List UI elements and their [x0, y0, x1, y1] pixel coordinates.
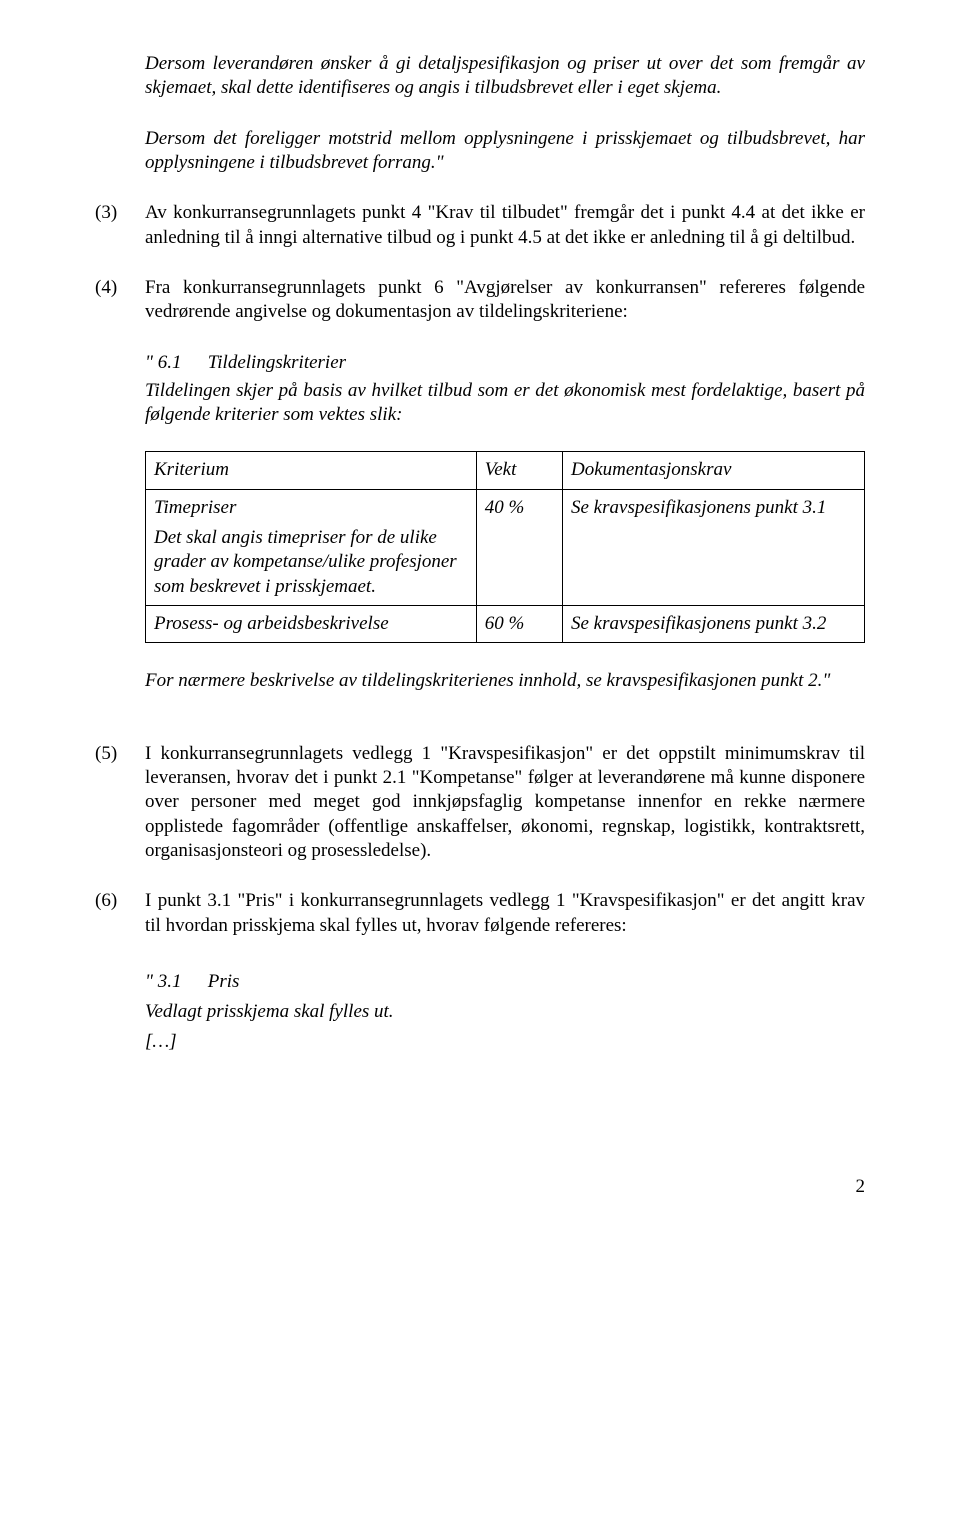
- section-title: Tildelingskriterier: [208, 352, 346, 373]
- section-number: " 3.1: [145, 970, 203, 994]
- cell-title: Timepriser: [154, 496, 468, 520]
- item-number: (3): [95, 201, 145, 250]
- after-table-note: For nærmere beskrivelse av tildelingskri…: [145, 669, 865, 693]
- table-row: Prosess- og arbeidsbeskrivelse 60 % Se k…: [146, 606, 865, 643]
- table-cell: Se kravspesifikasjonens punkt 3.1: [563, 489, 865, 605]
- section-6-1: " 6.1 Tildelingskriterier Tildelingen sk…: [145, 351, 865, 644]
- table-header-cell: Vekt: [476, 452, 562, 489]
- numbered-item-4: (4) Fra konkurransegrunnlagets punkt 6 "…: [95, 276, 865, 325]
- section-title: Pris: [208, 971, 240, 992]
- quote-paragraph-2: Dersom det foreligger motstrid mellom op…: [145, 127, 865, 176]
- page-number: 2: [95, 1175, 865, 1199]
- ellipsis: […]: [145, 1030, 865, 1054]
- table-header-row: Kriterium Vekt Dokumentasjonskrav: [146, 452, 865, 489]
- table-cell: Se kravspesifikasjonens punkt 3.2: [563, 606, 865, 643]
- table-cell: Prosess- og arbeidsbeskrivelse: [146, 606, 477, 643]
- item-number: (5): [95, 742, 145, 864]
- item-number: (4): [95, 276, 145, 325]
- numbered-item-3: (3) Av konkurransegrunnlagets punkt 4 "K…: [95, 201, 865, 250]
- section-number: " 6.1: [145, 351, 203, 375]
- table-row: Timepriser Det skal angis timepriser for…: [146, 489, 865, 605]
- cell-desc: Det skal angis timepriser for de ulike g…: [154, 526, 468, 599]
- numbered-item-6: (6) I punkt 3.1 "Pris" i konkurransegrun…: [95, 889, 865, 938]
- item-body: I punkt 3.1 "Pris" i konkurransegrunnlag…: [145, 889, 865, 938]
- quote-paragraph-1: Dersom leverandøren ønsker å gi detaljsp…: [145, 52, 865, 101]
- item-body: I konkurransegrunnlagets vedlegg 1 "Krav…: [145, 742, 865, 864]
- section-body: Tildelingen skjer på basis av hvilket ti…: [145, 379, 865, 428]
- table-header-cell: Dokumentasjonskrav: [563, 452, 865, 489]
- table-cell: 40 %: [476, 489, 562, 605]
- numbered-item-5: (5) I konkurransegrunnlagets vedlegg 1 "…: [95, 742, 865, 864]
- item-body: Fra konkurransegrunnlagets punkt 6 "Avgj…: [145, 276, 865, 325]
- criteria-table: Kriterium Vekt Dokumentasjonskrav Timepr…: [145, 451, 865, 643]
- table-cell: Timepriser Det skal angis timepriser for…: [146, 489, 477, 605]
- section-3-1: " 3.1 Pris Vedlagt prisskjema skal fylle…: [145, 970, 865, 1055]
- table-cell: 60 %: [476, 606, 562, 643]
- table-header-cell: Kriterium: [146, 452, 477, 489]
- item-body: Av konkurransegrunnlagets punkt 4 "Krav …: [145, 201, 865, 250]
- section-body: Vedlagt prisskjema skal fylles ut.: [145, 1000, 865, 1024]
- item-number: (6): [95, 889, 145, 938]
